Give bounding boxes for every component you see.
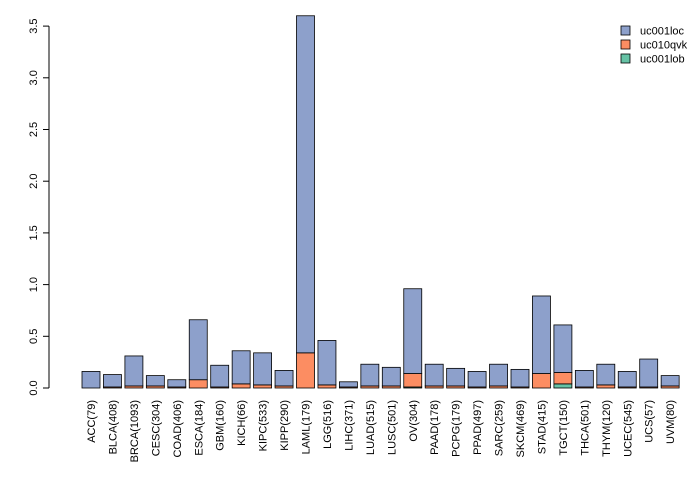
bar-segment-uc001loc <box>467 371 487 388</box>
x-tick-label: BRCA(1093) <box>129 400 141 462</box>
bar-segment-uc001loc <box>446 367 466 387</box>
x-tick-label: UVM(80) <box>665 400 677 444</box>
x-tick-label: PPAD(497) <box>472 400 484 455</box>
x-tick-label: ACC(79) <box>86 400 98 443</box>
bar-segment-uc010qvk <box>532 373 551 389</box>
x-tick-label: LIHC(371) <box>343 400 355 451</box>
x-tick-label: THCA(501) <box>579 400 591 456</box>
bar-segment-uc010qvk <box>317 384 337 389</box>
x-tick-label: PCPG(179) <box>451 400 463 457</box>
bar-segment-uc001loc <box>574 370 594 388</box>
legend-swatch-uc001lob <box>620 53 631 64</box>
bar-segment-uc001loc <box>317 340 337 386</box>
bar-segment-uc001loc <box>231 350 251 385</box>
bar-segment-uc010qvk <box>253 384 273 389</box>
bar-segment-uc001loc <box>188 319 208 381</box>
bar-segment-uc001loc <box>124 355 144 387</box>
bar-segment-uc010qvk <box>553 372 573 385</box>
bar-segment-uc001loc <box>274 370 294 387</box>
bar-segment-uc001loc <box>103 374 122 388</box>
bar-segment-uc001loc <box>145 375 165 387</box>
legend-label: uc001loc <box>640 26 685 38</box>
bars <box>81 15 680 389</box>
y-axis: 0.0 0.5 1.0 1.5 2.0 2.5 3.0 3.5 <box>28 18 50 396</box>
y-tick-label: 1.5 <box>28 225 40 240</box>
x-axis-labels: ACC(79) BLCA(408) BRCA(1093) CESC(304) COAD(… <box>86 400 677 462</box>
x-tick-label: COAD(406) <box>172 400 184 457</box>
bar-segment-uc001loc <box>167 379 187 388</box>
bar-segment-uc001lob <box>553 383 573 389</box>
legend: uc001loc uc010qvk uc001lob <box>620 25 688 66</box>
x-tick-label: LGG(516) <box>322 400 334 449</box>
y-tick-label: 3.5 <box>28 18 40 33</box>
x-tick-label: UCEC(545) <box>622 400 634 457</box>
x-tick-label: ESCA(184) <box>193 400 205 456</box>
bar-segment-uc001loc <box>360 363 380 387</box>
legend-swatch-uc010qvk <box>620 39 631 50</box>
bar-segment-uc001loc <box>403 288 423 374</box>
x-tick-label: UCS(57) <box>644 400 656 443</box>
x-tick-label: TGCT(150) <box>558 400 570 456</box>
bar-segment-uc001loc <box>660 375 680 387</box>
bar-segment-uc001loc <box>532 295 551 374</box>
y-tick-label: 3.0 <box>28 70 40 85</box>
bar-segment-uc001loc <box>639 358 659 388</box>
x-tick-label: LUAD(515) <box>365 400 377 455</box>
bar-segment-uc010qvk <box>231 383 251 389</box>
legend-label: uc010qvk <box>640 40 688 52</box>
bar-segment-uc001loc <box>253 352 273 386</box>
x-tick-label: LUSC(501) <box>386 400 398 455</box>
bar-segment-uc010qvk <box>296 352 315 389</box>
bar-segment-uc001loc <box>338 381 358 388</box>
y-tick-label: 2.5 <box>28 122 40 137</box>
bar-segment-uc001loc <box>489 363 508 387</box>
bar-segment-uc010qvk <box>403 373 423 388</box>
y-tick-label: 2.0 <box>28 174 40 189</box>
x-tick-label: CESC(304) <box>150 400 162 456</box>
bar-segment-uc001loc <box>424 363 444 387</box>
x-tick-label: STAD(415) <box>536 400 548 454</box>
x-tick-label: LAML(179) <box>301 400 313 454</box>
y-tick-label: 0.5 <box>28 329 40 344</box>
x-tick-label: KICH(66) <box>236 400 248 446</box>
bar-segment-uc001loc <box>210 364 230 388</box>
bar-segment-uc001loc <box>553 324 573 373</box>
legend-label: uc001lob <box>640 54 685 66</box>
x-tick-label: SARC(259) <box>494 400 506 456</box>
bar-segment-uc001loc <box>381 366 401 387</box>
bar-segment-uc010qvk <box>188 379 208 389</box>
legend-swatch-uc001loc <box>620 25 631 36</box>
y-tick-label: 1.0 <box>28 277 40 292</box>
x-tick-label: THYM(120) <box>601 400 613 457</box>
bar-segment-uc010qvk <box>596 384 616 389</box>
bar-segment-uc001loc <box>510 368 530 388</box>
bar-segment-uc001loc <box>617 371 637 388</box>
x-tick-label: BLCA(408) <box>107 400 119 454</box>
x-tick-label: PAAD(178) <box>429 400 441 455</box>
x-tick-label: KIPP(290) <box>279 400 291 451</box>
y-tick-label: 0.0 <box>28 380 40 395</box>
bar-segment-uc001loc <box>81 371 101 389</box>
bar-segment-uc001loc <box>596 363 616 386</box>
x-tick-label: KIPC(533) <box>258 400 270 451</box>
x-tick-label: OV(304) <box>408 400 420 442</box>
x-tick-label: SKCM(469) <box>515 400 527 457</box>
x-tick-label: GBM(160) <box>215 400 227 451</box>
bar-segment-uc001loc <box>296 15 315 354</box>
